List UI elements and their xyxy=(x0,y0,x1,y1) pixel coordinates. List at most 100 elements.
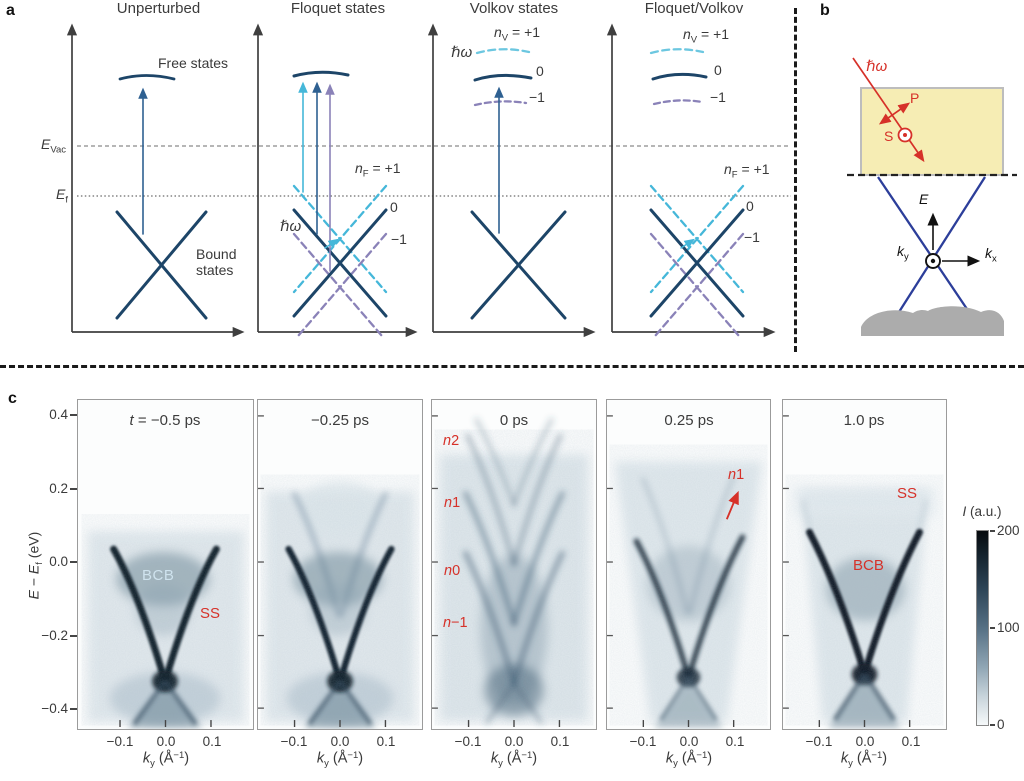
y-tick-label: 0.0 xyxy=(49,554,68,569)
y-tick-label: −0.4 xyxy=(41,701,68,716)
substrate xyxy=(861,306,1004,336)
x-tick-marks xyxy=(818,720,911,728)
band-0-label-floquet: 0 xyxy=(390,199,398,215)
x-tick-marks xyxy=(119,720,212,728)
ss-annotation-1: SS xyxy=(200,605,221,622)
diagram-volkov xyxy=(470,48,567,320)
arpes-map-0p25ps xyxy=(607,415,768,729)
colorbar-tick-label: 100 xyxy=(997,620,1020,635)
x-tick-label: 0.0 xyxy=(679,734,699,749)
arpes-map-minus-0p5ps xyxy=(81,514,250,729)
ky-axis-label: ky xyxy=(897,243,909,263)
panel-a-diagrams xyxy=(66,23,791,338)
x-tick-label: 0.1 xyxy=(901,734,921,749)
sideband-label-n2: n2 xyxy=(443,433,460,449)
x-axis-title: ky (Å−1) xyxy=(840,750,888,769)
delay-title-1: t = −0.5 ps xyxy=(129,412,201,429)
energy-axis-label: E xyxy=(919,191,929,207)
colorbar-title: I (a.u.) xyxy=(962,504,1002,519)
x-tick-label: −0.1 xyxy=(106,734,134,749)
bound-states-label: Bound states xyxy=(196,246,237,278)
nf-order-label-fv: nF = +1 xyxy=(724,161,770,181)
x-tick-label: 0.0 xyxy=(156,734,176,749)
band-0-label-fv-bottom: 0 xyxy=(746,198,754,214)
x-axis-title: ky (Å−1) xyxy=(142,750,190,769)
diagram-unperturbed xyxy=(115,74,208,320)
pump-beam xyxy=(852,57,925,163)
x-tick-label: 0.0 xyxy=(855,734,875,749)
colorbar-tick-mark xyxy=(990,724,995,726)
panel-c-label: c xyxy=(8,390,17,407)
band-minus1-label-fv-top: −1 xyxy=(710,89,726,105)
s-polarization-label: S xyxy=(884,128,894,144)
nf-order-label-floquet: nF = +1 xyxy=(355,160,401,180)
y-tick-label: 0.4 xyxy=(49,407,68,422)
hbar-omega-beam-label: ℏω xyxy=(866,58,888,75)
spectrum-panel-5 xyxy=(782,399,947,730)
energy-level-lines xyxy=(77,145,791,197)
x-tick-marks xyxy=(293,720,387,728)
vertical-dashed-divider xyxy=(794,8,797,352)
ss-annotation-5: SS xyxy=(897,485,918,502)
free-states-label: Free states xyxy=(158,55,229,71)
horizontal-dashed-divider xyxy=(0,365,1024,368)
panel-b-schematic xyxy=(847,57,1017,336)
y-tick-label: −0.2 xyxy=(41,628,68,643)
evac-label: EVac xyxy=(40,136,66,156)
dirac-cone xyxy=(877,176,986,313)
x-tick-label: −0.1 xyxy=(805,734,833,749)
arpes-map-0ps xyxy=(432,415,594,728)
y-tick-marks xyxy=(432,415,438,709)
sideband-label-n0: n0 xyxy=(444,563,461,579)
y-tick-label: 0.2 xyxy=(49,481,68,496)
arpes-map-minus-0p25ps xyxy=(258,415,420,729)
x-tick-label: 0.0 xyxy=(330,734,350,749)
x-tick-label: 0.0 xyxy=(504,734,524,749)
spectrum-panel-1 xyxy=(77,399,254,730)
y-tick-mark xyxy=(70,708,77,710)
colorbar-tick-label: 200 xyxy=(997,523,1020,538)
x-tick-label: −0.1 xyxy=(280,734,308,749)
sideband-label-n-minus-1: n−1 xyxy=(443,615,468,631)
band-minus1-label-fv-bottom: −1 xyxy=(744,229,760,245)
arpes-map-1ps xyxy=(783,415,944,729)
delay-title-5: 1.0 ps xyxy=(843,412,885,429)
panel-b-label: b xyxy=(820,2,830,19)
delay-title-3: 0 ps xyxy=(499,412,529,429)
p-polarization-label: P xyxy=(910,90,920,106)
panel-a-label: a xyxy=(6,2,15,19)
sideband-label-n1: n1 xyxy=(444,495,461,511)
delay-title-2: −0.25 ps xyxy=(311,412,369,429)
diagram-axes xyxy=(66,23,776,338)
spectrum-panel-2 xyxy=(257,399,423,730)
hbar-omega-volkov-label: ℏω xyxy=(451,44,473,61)
intensity-colorbar xyxy=(976,530,989,726)
x-tick-marks xyxy=(642,720,735,728)
sample-slab xyxy=(860,87,1004,176)
y-tick-mark xyxy=(70,488,77,490)
nv-order-label-fv: nV = +1 xyxy=(683,26,730,46)
bcb-annotation-5: BCB xyxy=(853,557,884,574)
x-tick-label: 0.1 xyxy=(725,734,745,749)
nv-order-label-volkov: nV = +1 xyxy=(494,24,541,44)
diagram-title-unperturbed: Unperturbed xyxy=(116,0,201,17)
band-minus1-label-floquet: −1 xyxy=(391,231,407,247)
x-axis-title: ky (Å−1) xyxy=(490,750,538,769)
x-axis-title: ky (Å−1) xyxy=(316,750,364,769)
kx-axis-label: kx xyxy=(985,245,997,265)
y-tick-mark xyxy=(70,635,77,637)
y-tick-marks xyxy=(258,415,264,709)
x-tick-label: 0.1 xyxy=(376,734,396,749)
spectrum-panel-3 xyxy=(431,399,597,730)
delay-title-4: 0.25 ps xyxy=(664,412,714,429)
diagram-floquet xyxy=(292,70,388,338)
band-0-label-volkov: 0 xyxy=(536,63,544,79)
colorbar-tick-mark xyxy=(990,627,995,629)
x-tick-label: −0.1 xyxy=(629,734,657,749)
diagram-title-floquet-volkov: Floquet/Volkov xyxy=(644,0,744,17)
x-tick-marks xyxy=(467,720,561,728)
y-tick-mark xyxy=(70,414,77,416)
p-polarization-arrow xyxy=(878,102,911,125)
spectrum-panel-4 xyxy=(606,399,771,730)
